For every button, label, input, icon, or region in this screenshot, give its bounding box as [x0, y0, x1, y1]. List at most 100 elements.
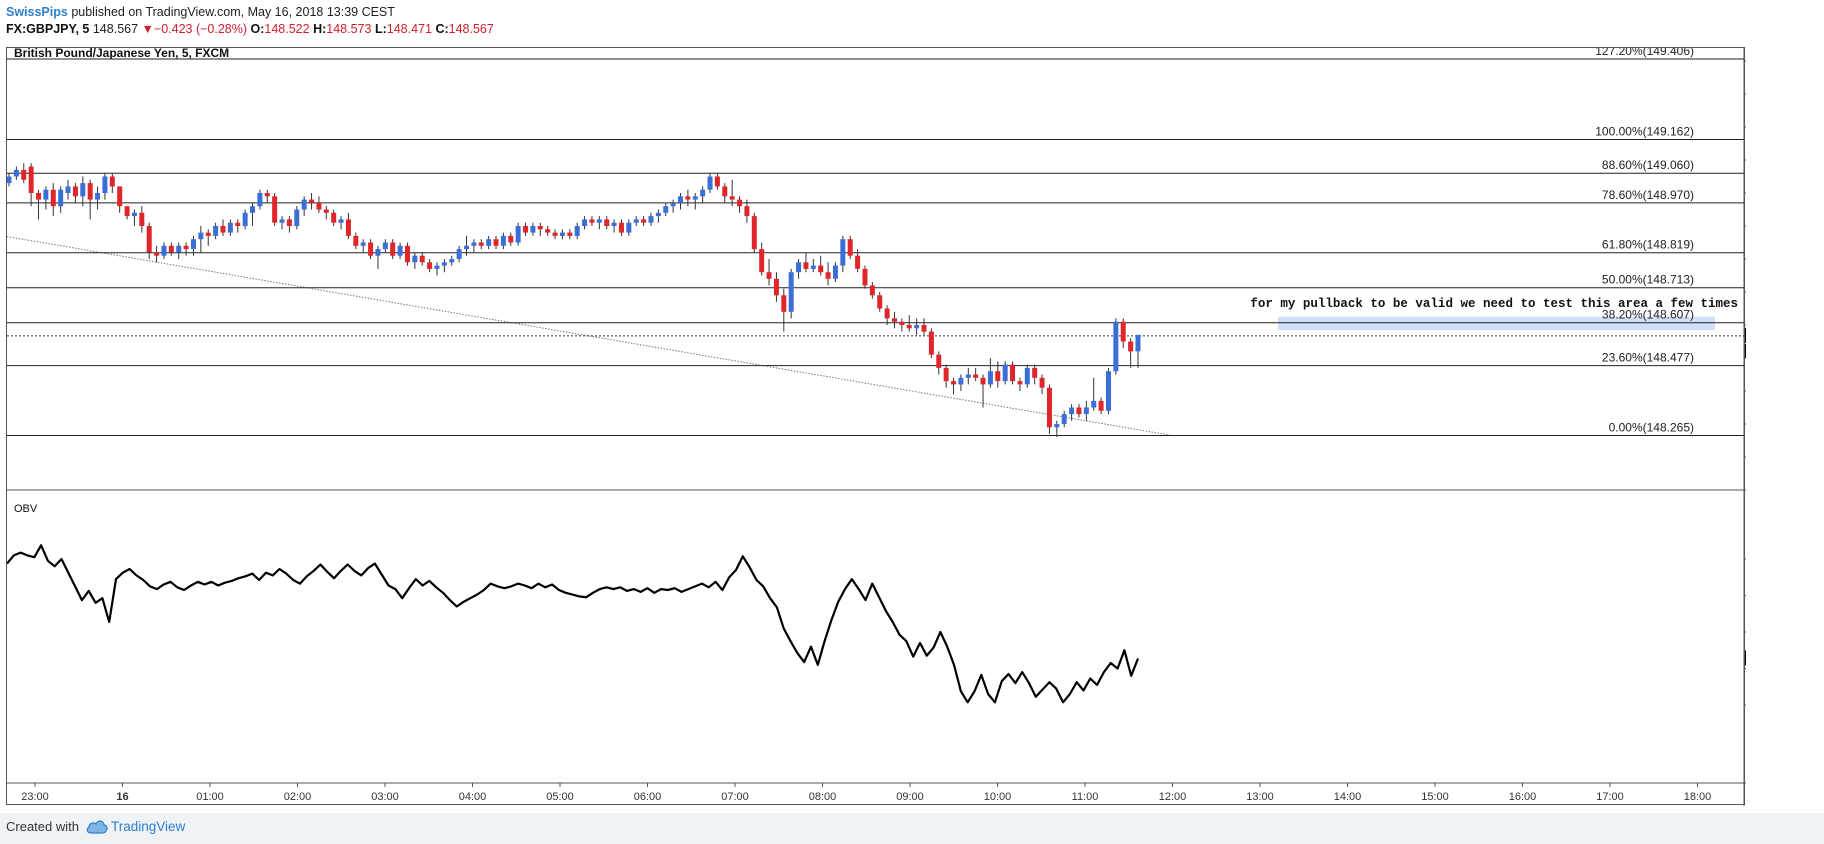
created-with-text: Created with [6, 819, 79, 834]
candle-body [692, 196, 698, 200]
chart-annotation: for my pullback to be valid we need to t… [1250, 297, 1738, 311]
candle-body [537, 226, 543, 230]
candle-body [456, 249, 462, 259]
candle-body [508, 235, 514, 243]
candle-body [670, 202, 676, 207]
candle-body [28, 166, 34, 193]
candle-body [530, 226, 536, 233]
candle-body [1002, 364, 1008, 382]
candle-body [803, 262, 809, 269]
candle-body [825, 272, 831, 279]
candle-body [50, 189, 56, 207]
candle-body [781, 295, 787, 312]
x-tick-label: 18:00 [1684, 791, 1712, 803]
candle-body [958, 377, 964, 385]
change-value: −0.423 (−0.28%) [153, 22, 248, 36]
cloud-logo-icon[interactable] [86, 818, 108, 836]
candle-body [109, 176, 115, 187]
obv-last-tag [1745, 650, 1746, 666]
x-tick-label: 13:00 [1246, 791, 1274, 803]
candle-body [906, 325, 912, 329]
x-tick-label: 16 [116, 791, 128, 803]
candle-body [951, 381, 957, 385]
high-value: 148.573 [326, 22, 372, 36]
candle-body [471, 242, 477, 246]
candle-body [855, 255, 861, 269]
x-tick-label: 10:00 [984, 791, 1012, 803]
candle-body [227, 222, 233, 233]
candle-body [1120, 321, 1126, 342]
candle-body [183, 245, 189, 250]
candle-body [1105, 371, 1111, 411]
tradingview-brand[interactable]: TradingView [111, 819, 186, 834]
candle-body [375, 249, 381, 256]
fib-level-label: 23.60%(148.477) [1602, 351, 1694, 365]
candle-body [154, 252, 160, 256]
candle-body [95, 193, 101, 200]
candle-body [943, 367, 949, 382]
obv-title: OBV [14, 503, 38, 515]
chart-canvas[interactable]: British Pound/Japanese Yen, 5, FXCM149.4… [7, 48, 1746, 806]
candle-body [323, 209, 329, 213]
candle-body [936, 354, 942, 368]
x-tick-label: 01:00 [196, 791, 224, 803]
candle-body [862, 268, 868, 286]
countdown-tag [1745, 343, 1746, 358]
x-tick-label: 07:00 [721, 791, 749, 803]
candle-body [220, 226, 226, 233]
x-tick-label: 05:00 [546, 791, 574, 803]
candle-body [493, 239, 499, 246]
open-label: O: [250, 22, 265, 36]
x-tick-label: 06:00 [634, 791, 662, 803]
candle-body [973, 374, 979, 378]
candle-body [486, 239, 492, 246]
publish-line: SwissPips published on TradingView.com, … [6, 4, 494, 21]
candle-body [301, 199, 307, 210]
candle-body [198, 232, 204, 240]
candle-body [353, 235, 359, 246]
trend-line [7, 236, 1173, 437]
candle-body [309, 199, 315, 203]
fib-level-label: 50.00%(148.713) [1602, 273, 1694, 287]
close-value: 148.567 [448, 22, 494, 36]
candle-body [390, 242, 396, 256]
fib-level-label: 88.60%(149.060) [1602, 158, 1694, 172]
x-tick-label: 09:00 [896, 791, 924, 803]
candle-body [618, 222, 624, 233]
close-label: C: [435, 22, 449, 36]
candle-body [264, 193, 270, 197]
candle-body [294, 209, 300, 226]
candle-body [43, 189, 49, 200]
candle-body [87, 183, 93, 200]
candle-body [818, 265, 824, 273]
low-value: 148.471 [386, 22, 432, 36]
candle-body [840, 239, 846, 266]
chart-title: British Pound/Japanese Yen, 5, FXCM [14, 48, 229, 60]
candle-body [641, 219, 647, 223]
x-tick-label: 15:00 [1421, 791, 1449, 803]
candle-body [773, 278, 779, 296]
candle-body [766, 272, 772, 279]
candle-body [1069, 407, 1075, 415]
fib-level-label: 78.60%(148.970) [1602, 188, 1694, 202]
author-link[interactable]: SwissPips [6, 5, 68, 19]
candle-body [500, 235, 506, 246]
candle-body [338, 219, 344, 223]
x-tick-label: 02:00 [284, 791, 312, 803]
last-price: 148.567 [92, 22, 139, 36]
fib-level-label: 0.00%(148.265) [1609, 421, 1694, 435]
candle-body [80, 183, 86, 197]
candle-body [124, 206, 130, 217]
candle-body [847, 239, 853, 256]
fib-level-label: 61.80%(148.819) [1602, 238, 1694, 252]
candle-body [589, 219, 595, 223]
x-tick-label: 08:00 [809, 791, 837, 803]
candle-body [582, 219, 588, 226]
fib-level-label: 127.20%(149.406) [1595, 48, 1694, 58]
candle-body [368, 242, 374, 256]
chart-frame[interactable]: British Pound/Japanese Yen, 5, FXCM149.4… [6, 47, 1746, 806]
ohlc-line: FX:GBPJPY, 5 148.567 ▼−0.423 (−0.28%) O:… [6, 21, 494, 38]
candle-body [1091, 400, 1097, 408]
candle-body [700, 189, 706, 197]
candle-body [250, 206, 256, 213]
